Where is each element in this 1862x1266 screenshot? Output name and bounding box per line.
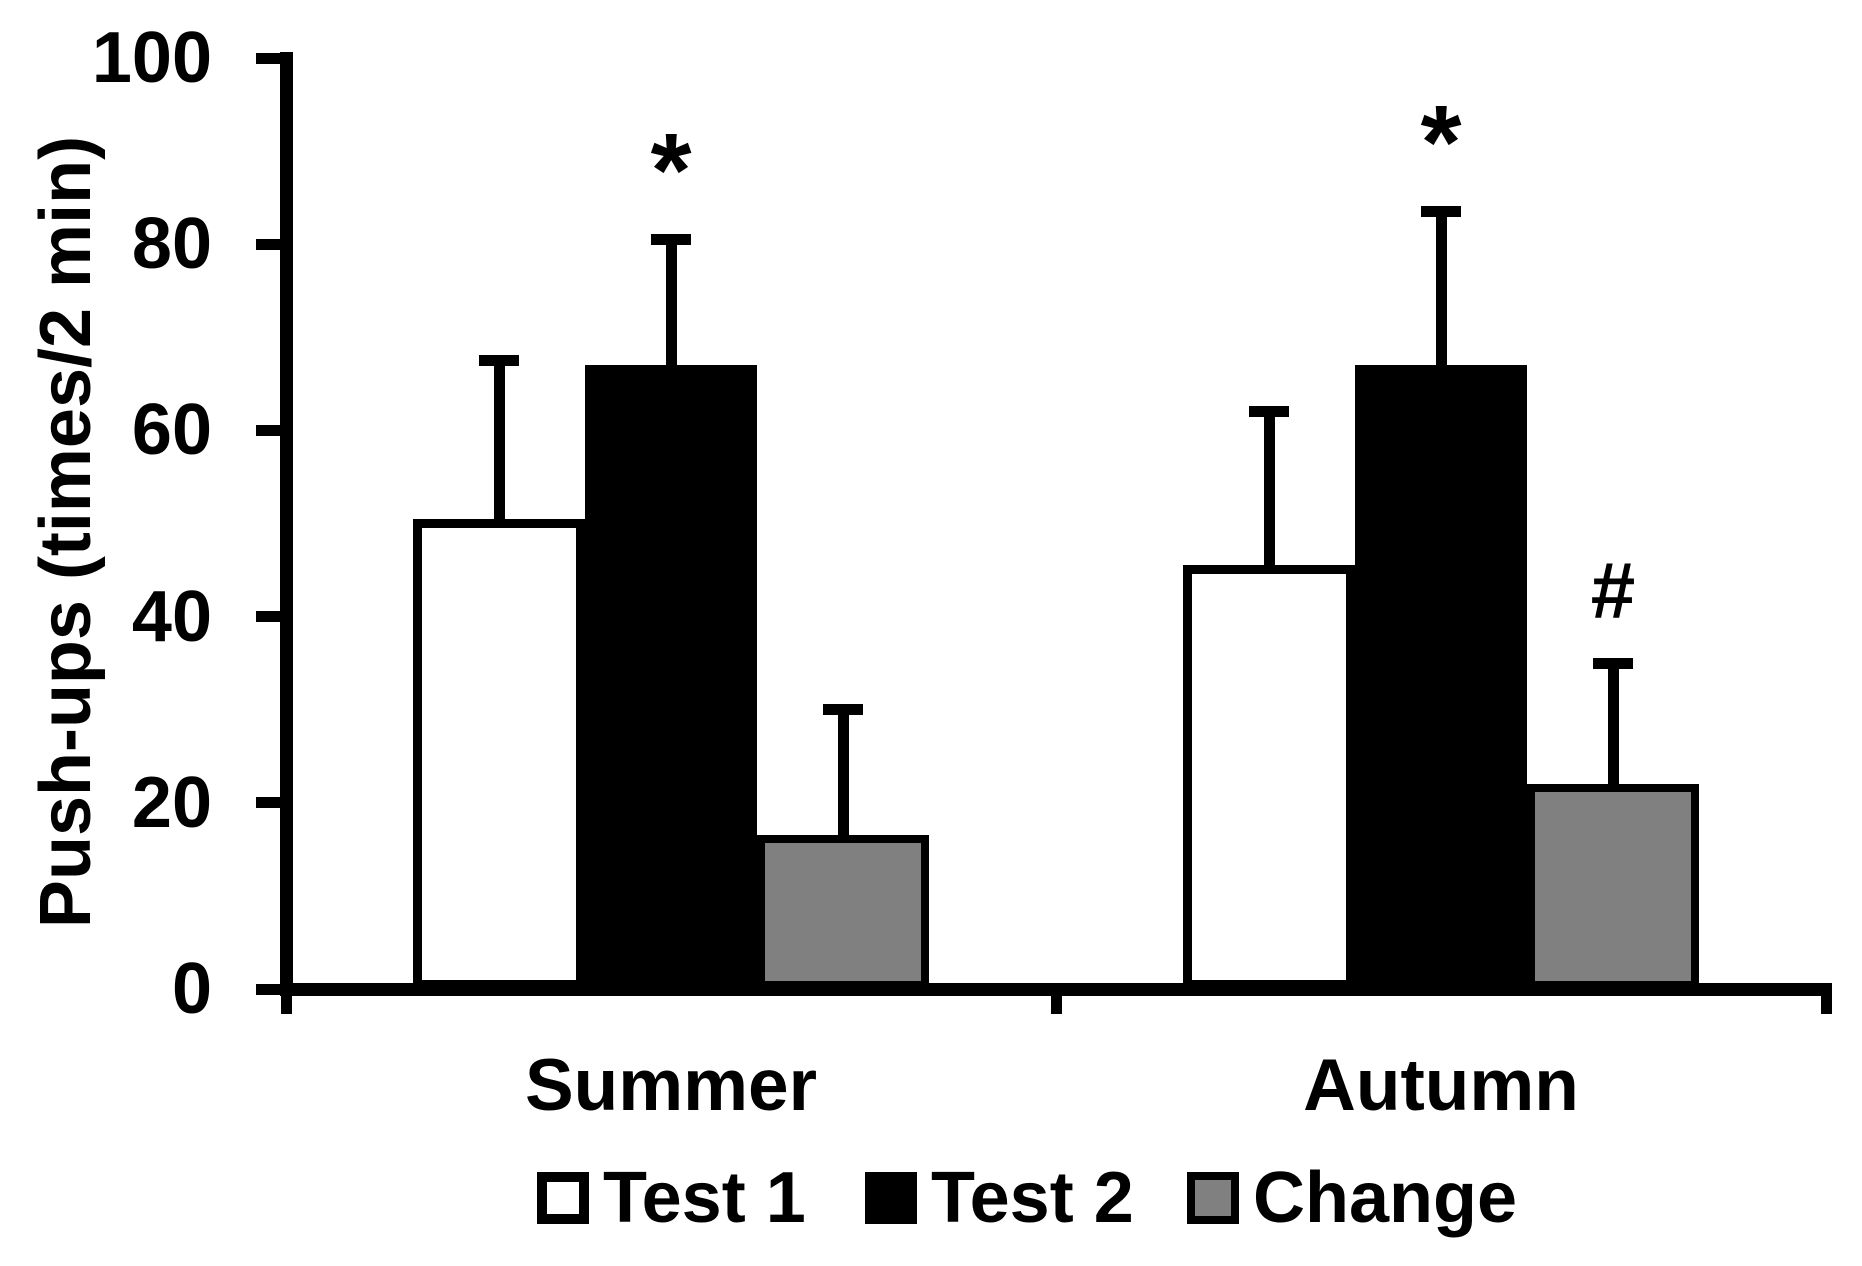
- bar-summer-change: [757, 835, 929, 989]
- error-cap-summer-test-1: [479, 355, 519, 367]
- y-tick-40: [256, 611, 293, 623]
- significance-star-autumn: *: [1420, 83, 1462, 201]
- legend-item-test-1: Test 1: [537, 1158, 806, 1238]
- bar-summer-test-2: [585, 365, 757, 989]
- x-tick-2: [1820, 983, 1832, 1014]
- y-tick-0: [256, 983, 293, 995]
- error-cap-summer-change: [823, 704, 863, 716]
- y-tick-80: [256, 238, 293, 250]
- error-cap-summer-test-2: [651, 234, 691, 246]
- legend-label-test-2: Test 2: [931, 1158, 1134, 1238]
- error-cap-autumn-test-1: [1249, 406, 1289, 418]
- bar-autumn-change: [1527, 784, 1699, 989]
- legend-item-change: Change: [1187, 1158, 1518, 1238]
- significance-star-summer: *: [650, 111, 692, 229]
- y-tick-label-0: 0: [171, 949, 212, 1029]
- legend-item-test-2: Test 2: [865, 1158, 1134, 1238]
- y-tick-100: [256, 52, 293, 64]
- y-tick-label-40: 40: [131, 576, 212, 657]
- error-cap-autumn-change: [1593, 657, 1633, 669]
- bar-autumn-test-1: [1183, 565, 1355, 989]
- x-axis-line: [280, 983, 1832, 996]
- y-tick-label-100: 100: [91, 18, 212, 98]
- y-tick-label-80: 80: [131, 204, 212, 285]
- y-tick-label-60: 60: [131, 390, 212, 471]
- x-tick-0: [280, 983, 292, 1014]
- legend-swatch-change: [1187, 1172, 1239, 1224]
- y-tick-label-20: 20: [131, 762, 212, 843]
- y-axis-line: [280, 52, 293, 996]
- bar-summer-test-1: [413, 518, 585, 989]
- x-category-label-autumn: Autumn: [1303, 1045, 1579, 1126]
- legend-label-change: Change: [1253, 1158, 1518, 1238]
- y-tick-20: [256, 797, 293, 809]
- x-category-label-summer: Summer: [524, 1045, 818, 1126]
- significance-hash-autumn: #: [1590, 546, 1636, 636]
- y-tick-60: [256, 424, 293, 436]
- bar-autumn-test-2: [1355, 365, 1527, 989]
- legend-swatch-test-1: [537, 1172, 589, 1224]
- error-cap-autumn-test-2: [1421, 206, 1461, 218]
- legend-swatch-test-2: [865, 1172, 917, 1224]
- legend-label-test-1: Test 1: [603, 1158, 806, 1238]
- x-tick-1: [1050, 983, 1062, 1014]
